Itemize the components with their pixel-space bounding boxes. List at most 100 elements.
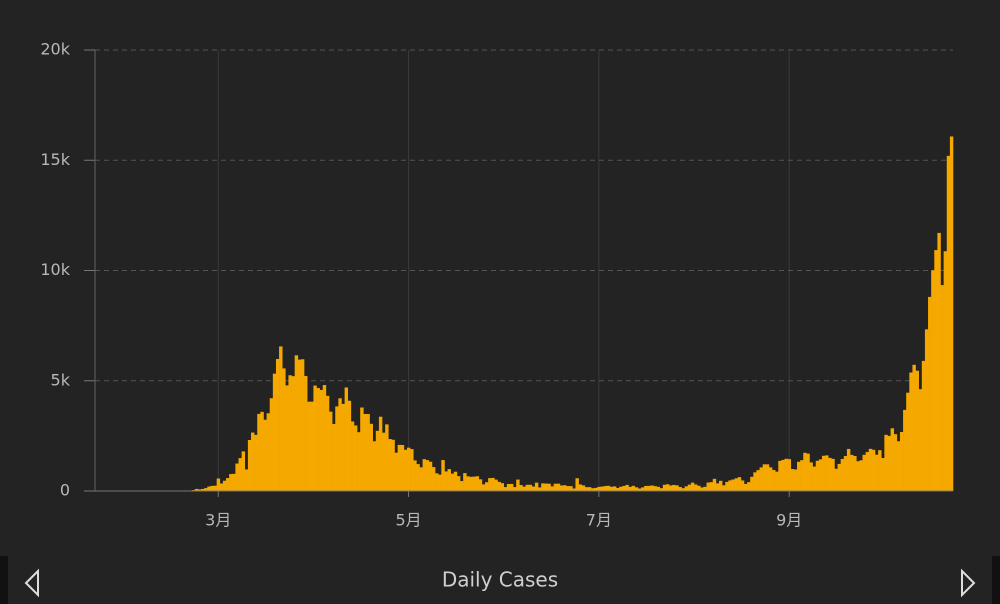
- bar: [818, 459, 823, 491]
- bar: [722, 485, 726, 491]
- bar: [890, 428, 895, 491]
- bar: [899, 431, 904, 491]
- bar: [825, 455, 829, 491]
- bar: [853, 456, 857, 491]
- bar: [628, 486, 632, 491]
- bar: [385, 424, 389, 491]
- bar: [765, 464, 770, 491]
- bar: [347, 400, 352, 491]
- bar: [591, 488, 595, 491]
- x-tick-label: 5月: [395, 511, 421, 530]
- bar: [366, 414, 370, 491]
- bar: [687, 484, 692, 491]
- bar: [438, 474, 442, 491]
- bar: [372, 441, 377, 491]
- bar: [694, 484, 698, 491]
- bar: [784, 458, 788, 491]
- bar: [297, 359, 302, 491]
- bar: [229, 474, 233, 491]
- bar: [388, 439, 392, 491]
- bar: [428, 461, 433, 491]
- bar: [603, 486, 607, 491]
- y-tick-label: 20k: [40, 40, 70, 59]
- bar: [637, 488, 642, 491]
- plot: 3月 5月 7月 9月 0 5k 10k 15k 20k: [40, 40, 954, 530]
- bar: [625, 484, 629, 491]
- bar: [222, 480, 227, 491]
- bar: [422, 459, 427, 491]
- bar: [232, 473, 236, 491]
- bar: [871, 449, 876, 491]
- bar: [244, 469, 249, 491]
- y-tick-label: 10k: [40, 260, 70, 279]
- bar: [750, 476, 754, 491]
- bar: [650, 485, 654, 491]
- bar: [940, 285, 944, 491]
- bar: [697, 485, 701, 491]
- bar: [441, 460, 445, 491]
- edge: [992, 556, 1000, 604]
- bar: [357, 432, 361, 491]
- bar: [662, 484, 667, 491]
- bar: [740, 480, 745, 491]
- bar: [254, 434, 258, 491]
- bar: [597, 486, 601, 491]
- bar: [497, 481, 501, 491]
- bar: [846, 448, 851, 491]
- bar: [931, 270, 935, 491]
- bar: [382, 432, 386, 491]
- bar: [338, 398, 342, 491]
- next-button[interactable]: [961, 568, 976, 598]
- bar: [678, 487, 682, 491]
- bar: [460, 481, 464, 491]
- bar: [294, 355, 299, 491]
- bar: [719, 480, 723, 491]
- bar: [360, 407, 364, 491]
- bar: [469, 476, 473, 491]
- bar: [856, 461, 860, 491]
- bar: [260, 411, 264, 491]
- bar: [631, 485, 636, 491]
- bar: [403, 449, 408, 491]
- bar: [266, 413, 271, 491]
- bar: [216, 478, 221, 491]
- bar: [247, 439, 252, 491]
- bar: [272, 373, 277, 491]
- bar: [226, 478, 230, 491]
- bar: [282, 368, 286, 491]
- bar: [444, 471, 448, 491]
- bar: [419, 467, 423, 491]
- bar: [238, 458, 242, 491]
- bar: [790, 469, 795, 491]
- bar: [909, 372, 913, 491]
- bar: [821, 455, 826, 491]
- bar: [566, 486, 570, 491]
- bar: [943, 251, 948, 491]
- bar: [538, 487, 542, 491]
- bar: [616, 487, 620, 491]
- bar: [703, 486, 707, 491]
- prev-button[interactable]: [24, 568, 39, 598]
- bar: [747, 482, 751, 491]
- bar: [407, 447, 411, 491]
- bar: [313, 385, 317, 491]
- bar: [768, 467, 773, 491]
- bar: [569, 486, 573, 491]
- bar: [834, 468, 838, 491]
- bar: [363, 413, 367, 491]
- bar: [778, 460, 782, 491]
- bar: [332, 423, 336, 491]
- bar: [463, 473, 467, 491]
- bar: [709, 482, 714, 491]
- bar: [787, 459, 792, 491]
- bar: [759, 467, 763, 491]
- bar: [453, 471, 458, 491]
- bar: [447, 469, 451, 491]
- bar: [207, 486, 211, 491]
- bar: [541, 483, 545, 491]
- bar: [600, 486, 604, 491]
- bar: [516, 479, 520, 491]
- bar: [210, 485, 214, 491]
- bar: [241, 451, 246, 491]
- bar: [641, 487, 645, 491]
